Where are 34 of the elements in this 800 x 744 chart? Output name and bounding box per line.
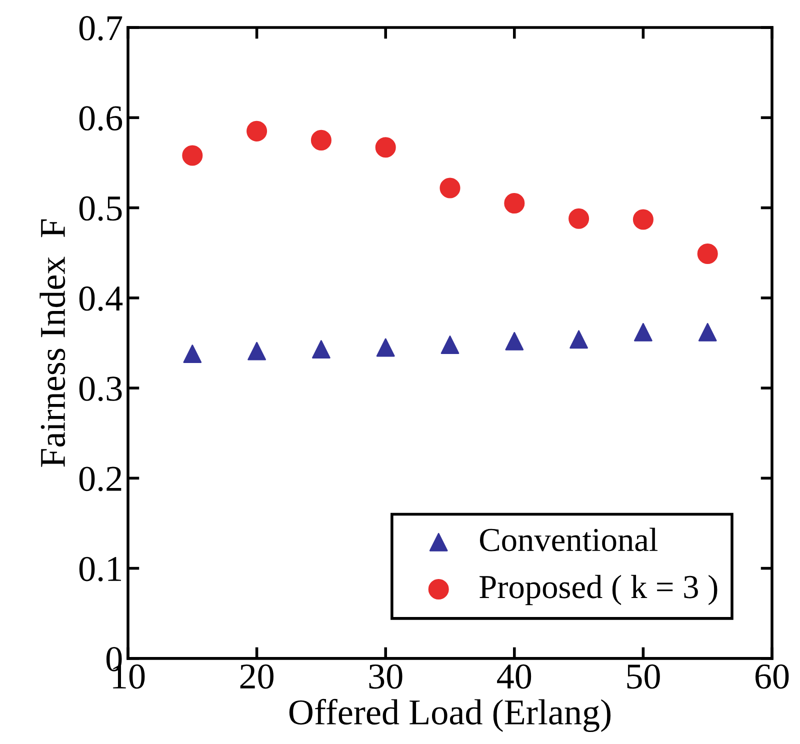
point: [698, 322, 717, 342]
x-tick-label: 60: [755, 664, 789, 689]
point: [376, 338, 395, 357]
point: [632, 209, 654, 230]
point: [568, 208, 590, 229]
y-tick-label: 0.1: [79, 556, 121, 582]
y-tick-label: 0.5: [79, 196, 122, 221]
point: [182, 145, 203, 166]
point: [505, 332, 524, 350]
y-tick-label: 0.6: [79, 106, 122, 131]
point: [246, 120, 268, 142]
legend-label: Conventional: [480, 528, 658, 552]
point: [183, 344, 202, 363]
x-axis-title: Offered Load (Erlang): [289, 698, 611, 732]
point: [634, 322, 652, 342]
point: [504, 193, 525, 214]
x-tick-label: 30: [369, 664, 402, 689]
y-tick-label: 0.4: [79, 286, 123, 311]
point: [312, 340, 330, 358]
x-tick-label: 50: [627, 664, 660, 689]
x-tick-label: 20: [240, 664, 274, 689]
point: [440, 178, 460, 198]
y-axis-title: Fairness Index F: [40, 219, 66, 467]
y-tick-label: 0.7: [79, 16, 122, 41]
y-tick-label: 0.3: [79, 376, 122, 402]
point: [310, 130, 332, 150]
point: [375, 137, 396, 158]
point: [248, 342, 266, 360]
point: [440, 336, 460, 354]
point: [570, 330, 588, 349]
x-tick-label: 40: [497, 664, 532, 689]
point: [697, 243, 718, 264]
y-tick-label: 0.2: [79, 466, 122, 492]
legend-label: Proposed ( k = 3 ): [480, 574, 718, 606]
